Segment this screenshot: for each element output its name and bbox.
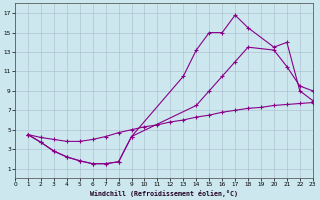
X-axis label: Windchill (Refroidissement éolien,°C): Windchill (Refroidissement éolien,°C) (90, 190, 238, 197)
